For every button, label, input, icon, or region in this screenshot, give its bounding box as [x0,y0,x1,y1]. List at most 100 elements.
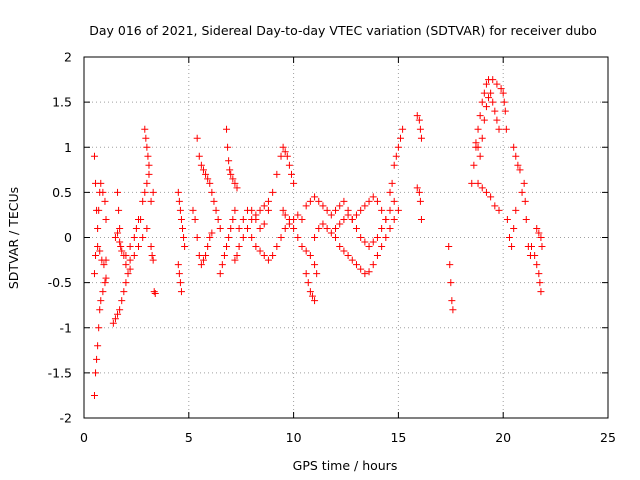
data-point [260,220,268,228]
series-s8 [137,170,157,223]
data-point [148,252,156,260]
data-point [520,179,528,187]
data-point [116,238,124,246]
series-s27 [413,112,425,142]
y-tick-label: 0 [64,230,72,245]
data-point [493,80,501,88]
data-point [365,197,373,205]
data-point [233,184,241,192]
data-point [210,197,218,205]
data-point [218,261,226,269]
data-point [199,256,207,264]
data-point [302,247,310,255]
x-tick-label: 20 [495,430,511,445]
data-point [111,234,119,241]
data-point [235,224,243,232]
data-point [281,224,289,232]
data-point [132,224,140,232]
data-point [281,148,289,156]
data-point [126,243,134,251]
series-s4 [109,265,134,327]
series-s20 [279,206,321,278]
data-point [122,261,130,269]
data-point [114,188,122,196]
data-point [273,243,281,251]
data-point [126,265,134,273]
series-s15 [216,206,239,278]
data-point [311,297,319,305]
data-point [352,224,360,232]
grid-lines [84,57,608,418]
data-point [415,116,423,124]
data-point [468,179,476,187]
data-point [277,234,285,241]
x-tick-label: 15 [390,430,406,445]
series-s29 [445,243,457,314]
data-point [99,188,107,196]
data-point [216,270,224,278]
data-point [416,125,424,133]
data-point [116,224,124,232]
data-point [344,252,352,260]
y-tick-labels: -2 -1.5 -1 -0.5 0 0.5 1 1.5 2 [48,50,72,426]
series-s33 [499,89,510,133]
series-s12 [174,261,185,296]
data-point [344,211,352,219]
data-point [277,152,285,160]
data-point [311,193,319,201]
data-point [90,152,98,160]
data-point [283,152,291,160]
data-point [197,261,205,269]
data-point [327,229,335,237]
data-point [142,134,150,142]
data-point [176,279,184,287]
data-point [348,256,356,264]
data-point [365,268,373,276]
data-point [474,125,482,133]
data-point [416,197,424,205]
data-point [319,220,327,228]
data-point [264,197,272,205]
data-point [382,215,390,223]
series-s10 [147,243,159,297]
data-point [139,197,147,205]
data-point [323,206,331,214]
data-point [446,261,454,269]
data-point [177,288,185,296]
data-point [223,125,231,133]
data-point [535,270,543,278]
data-point [174,188,182,196]
data-point [536,279,544,287]
data-point [279,206,287,214]
data-point [239,215,247,223]
data-point [256,224,264,232]
data-point [332,234,340,241]
data-point [510,143,518,151]
series-s38 [533,224,546,251]
data-point [126,256,134,264]
data-point [357,265,365,273]
series-s37 [531,252,545,296]
data-point [531,252,539,260]
data-point [93,355,101,363]
chart-title: Day 016 of 2021, Sidereal Day-to-day VTE… [89,23,597,38]
series-s23 [311,197,398,251]
data-point [288,170,296,178]
data-point [96,247,104,255]
series-s31 [472,89,503,160]
data-point [204,243,212,251]
data-point [298,215,306,223]
data-point [485,94,493,102]
y-tick-label: -2 [60,411,72,426]
data-point [231,256,239,264]
series-s18 [235,143,298,232]
data-point [122,252,130,260]
data-point [90,270,98,278]
data-point [361,202,369,210]
data-point [413,184,421,192]
data-point [231,179,239,187]
data-point [497,85,505,93]
data-point [313,270,321,278]
data-point [114,310,122,318]
data-point [143,224,151,232]
